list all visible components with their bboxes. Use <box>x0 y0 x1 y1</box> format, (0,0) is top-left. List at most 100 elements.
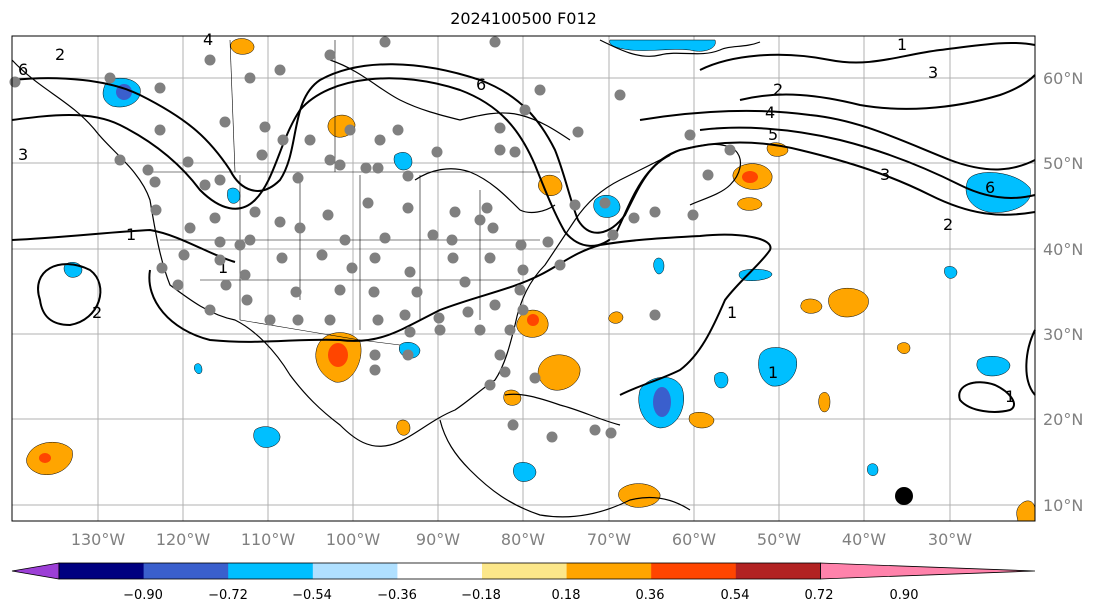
station-marker <box>449 206 461 218</box>
station-marker <box>220 279 232 291</box>
station-marker <box>114 154 126 166</box>
station-marker <box>244 234 256 246</box>
colorbar-segment <box>143 563 229 579</box>
lat-label: 10°N <box>1043 496 1083 515</box>
station-marker <box>392 124 404 136</box>
contour-label: 6 <box>985 178 995 197</box>
highlight-point-marker <box>895 487 913 505</box>
contour-label: 6 <box>476 75 486 94</box>
station-marker <box>259 121 271 133</box>
station-marker <box>209 212 221 224</box>
lon-label: 90°W <box>416 530 460 549</box>
contour-label: 2 <box>773 80 783 99</box>
station-marker <box>649 206 661 218</box>
station-marker <box>339 234 351 246</box>
station-marker <box>605 427 617 439</box>
lat-label: 40°N <box>1043 240 1083 259</box>
lon-label: 60°W <box>672 530 716 549</box>
station-marker <box>507 419 519 431</box>
station-marker <box>362 197 374 209</box>
contour-label: 6 <box>18 60 28 79</box>
colorbar-tick-label: 0.54 <box>721 588 750 603</box>
station-marker <box>484 252 496 264</box>
station-marker <box>534 84 546 96</box>
station-marker <box>219 116 231 128</box>
station-marker <box>462 306 474 318</box>
station-marker <box>324 154 336 166</box>
contour-label: 1 <box>218 258 228 277</box>
station-marker <box>433 312 445 324</box>
station-marker <box>369 252 381 264</box>
station-marker <box>499 366 511 378</box>
station-marker <box>172 279 184 291</box>
map-title: 2024100500 F012 <box>450 9 597 28</box>
station-marker <box>214 174 226 186</box>
contour-label: 1 <box>1005 387 1015 406</box>
station-marker <box>446 234 458 246</box>
colorbar-tick-label: 0.72 <box>805 588 834 603</box>
station-marker <box>529 372 541 384</box>
station-marker <box>9 76 21 88</box>
station-marker <box>204 54 216 66</box>
contour-label: 5 <box>768 125 778 144</box>
station-marker <box>494 122 506 134</box>
station-marker <box>427 229 439 241</box>
station-marker <box>569 199 581 211</box>
station-marker <box>431 146 443 158</box>
colorbar <box>11 562 1036 580</box>
contour-label: 3 <box>880 165 890 184</box>
station-marker <box>274 64 286 76</box>
station-marker <box>404 326 416 338</box>
station-marker <box>484 379 496 391</box>
station-marker <box>264 314 276 326</box>
station-marker <box>474 324 486 336</box>
colorbar-extend-high <box>820 562 1036 580</box>
station-marker <box>241 294 253 306</box>
station-marker <box>515 239 527 251</box>
station-marker <box>277 134 289 146</box>
contour-label: 2 <box>943 215 953 234</box>
station-marker <box>276 252 288 264</box>
contour-label: 2 <box>92 303 102 322</box>
lon-label: 130°W <box>71 530 126 549</box>
station-marker <box>509 146 521 158</box>
colorbar-segment <box>735 563 821 579</box>
station-marker <box>402 349 414 361</box>
station-marker <box>599 197 611 209</box>
contour-label: 4 <box>203 30 213 49</box>
colorbar-segment <box>397 563 483 579</box>
station-marker <box>184 222 196 234</box>
colorbar-tick-label: 0.90 <box>890 588 919 603</box>
station-marker <box>304 134 316 146</box>
lat-label: 20°N <box>1043 410 1083 429</box>
station-marker <box>411 286 423 298</box>
station-marker <box>214 254 226 266</box>
station-marker <box>474 214 486 226</box>
station-marker <box>589 424 601 436</box>
station-marker <box>322 209 334 221</box>
station-marker <box>481 202 493 214</box>
station-marker <box>572 126 584 138</box>
station-marker <box>214 236 226 248</box>
station-marker <box>204 304 216 316</box>
station-marker <box>379 232 391 244</box>
station-marker <box>178 249 190 261</box>
contour-label: 1 <box>768 363 778 382</box>
station-marker <box>628 212 640 224</box>
station-marker <box>684 129 696 141</box>
station-marker <box>607 229 619 241</box>
station-marker <box>156 262 168 274</box>
lon-label: 40°W <box>842 530 886 549</box>
colorbar-segment <box>312 563 398 579</box>
station-marker <box>154 82 166 94</box>
station-marker <box>517 264 529 276</box>
station-marker <box>402 202 414 214</box>
station-markers <box>9 36 736 443</box>
contour-label: 1 <box>727 303 737 322</box>
colorbar-segment <box>651 563 737 579</box>
station-marker <box>142 164 154 176</box>
station-marker <box>434 324 446 336</box>
station-marker <box>542 236 554 248</box>
lat-label: 50°N <box>1043 154 1083 173</box>
